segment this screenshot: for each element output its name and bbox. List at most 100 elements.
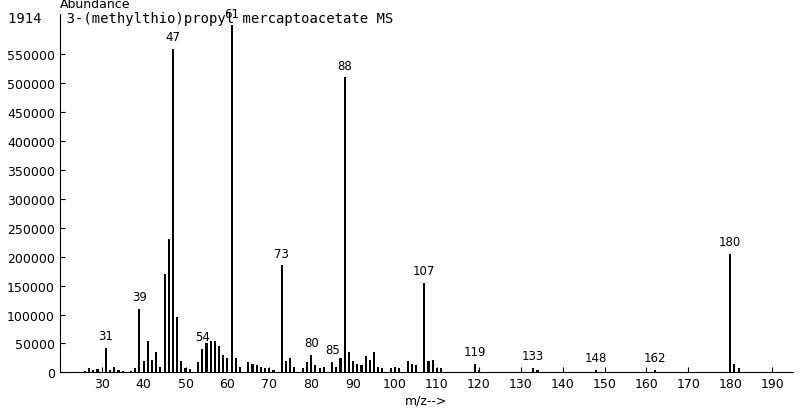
Text: 54: 54 xyxy=(195,331,210,344)
Bar xyxy=(218,347,220,373)
Bar xyxy=(202,349,203,373)
Bar xyxy=(390,368,392,373)
Text: 180: 180 xyxy=(719,235,742,249)
Bar xyxy=(168,240,170,373)
Bar xyxy=(130,371,132,373)
Bar xyxy=(406,361,409,373)
Bar xyxy=(361,366,362,373)
Bar xyxy=(189,369,190,373)
X-axis label: m/z-->: m/z--> xyxy=(406,393,448,406)
Bar xyxy=(729,254,731,373)
Bar xyxy=(234,358,237,373)
Text: 61: 61 xyxy=(224,7,239,21)
Bar xyxy=(738,368,740,373)
Bar xyxy=(88,368,90,373)
Bar xyxy=(146,341,149,373)
Text: 73: 73 xyxy=(274,247,290,260)
Bar xyxy=(314,366,317,373)
Bar xyxy=(339,358,342,373)
Text: 39: 39 xyxy=(132,290,147,303)
Bar xyxy=(310,355,312,373)
Bar xyxy=(318,368,321,373)
Bar xyxy=(423,283,426,373)
Bar xyxy=(105,348,107,373)
Bar xyxy=(432,360,434,373)
Bar xyxy=(352,361,354,373)
Bar xyxy=(180,361,182,373)
Bar xyxy=(247,362,250,373)
Bar xyxy=(344,78,346,373)
Bar xyxy=(377,367,379,373)
Bar xyxy=(734,364,735,373)
Bar xyxy=(478,370,480,373)
Text: 31: 31 xyxy=(98,330,114,342)
Bar xyxy=(410,364,413,373)
Bar xyxy=(214,341,216,373)
Bar xyxy=(532,368,534,373)
Bar xyxy=(394,367,396,373)
Bar xyxy=(118,370,119,373)
Bar xyxy=(356,364,358,373)
Bar xyxy=(427,361,430,373)
Bar xyxy=(290,358,291,373)
Text: 1914   3-(methylthio)propyl mercaptoacetate MS: 1914 3-(methylthio)propyl mercaptoacetat… xyxy=(8,12,394,26)
Bar xyxy=(122,371,124,373)
Text: 88: 88 xyxy=(338,59,352,72)
Bar xyxy=(84,371,86,373)
Bar xyxy=(239,367,241,373)
Bar xyxy=(151,360,153,373)
Bar xyxy=(273,370,274,373)
Bar xyxy=(176,318,178,373)
Bar xyxy=(172,50,174,373)
Bar xyxy=(302,368,304,373)
Bar xyxy=(306,362,308,373)
Bar xyxy=(474,364,476,373)
Bar xyxy=(97,369,98,373)
Text: 162: 162 xyxy=(643,351,666,364)
Bar xyxy=(348,352,350,373)
Bar xyxy=(222,355,224,373)
Bar xyxy=(268,368,270,373)
Bar xyxy=(230,26,233,373)
Text: 80: 80 xyxy=(304,337,318,349)
Bar xyxy=(537,370,538,373)
Bar xyxy=(335,367,338,373)
Bar xyxy=(322,367,325,373)
Text: 107: 107 xyxy=(413,264,435,277)
Bar xyxy=(281,266,283,373)
Text: 85: 85 xyxy=(325,343,339,356)
Bar xyxy=(415,366,417,373)
Bar xyxy=(398,368,400,373)
Bar xyxy=(210,341,212,373)
Bar xyxy=(163,274,166,373)
Bar xyxy=(285,361,287,373)
Bar xyxy=(382,368,383,373)
Bar xyxy=(294,367,295,373)
Bar xyxy=(138,309,141,373)
Bar xyxy=(260,367,262,373)
Bar xyxy=(369,360,371,373)
Bar xyxy=(159,367,162,373)
Text: 119: 119 xyxy=(463,345,486,358)
Bar xyxy=(92,370,94,373)
Text: Abundance: Abundance xyxy=(60,0,130,11)
Bar xyxy=(197,362,199,373)
Bar xyxy=(365,356,366,373)
Bar xyxy=(256,366,258,373)
Bar xyxy=(142,361,145,373)
Bar xyxy=(331,362,334,373)
Bar xyxy=(155,352,158,373)
Bar xyxy=(109,370,111,373)
Bar xyxy=(114,367,115,373)
Bar xyxy=(264,368,266,373)
Text: 148: 148 xyxy=(585,351,607,364)
Bar xyxy=(436,368,438,373)
Bar xyxy=(185,368,186,373)
Bar xyxy=(595,370,597,373)
Text: 133: 133 xyxy=(522,349,545,362)
Bar xyxy=(440,368,442,373)
Bar xyxy=(373,352,375,373)
Bar xyxy=(134,368,136,373)
Bar xyxy=(251,364,254,373)
Bar xyxy=(654,370,656,373)
